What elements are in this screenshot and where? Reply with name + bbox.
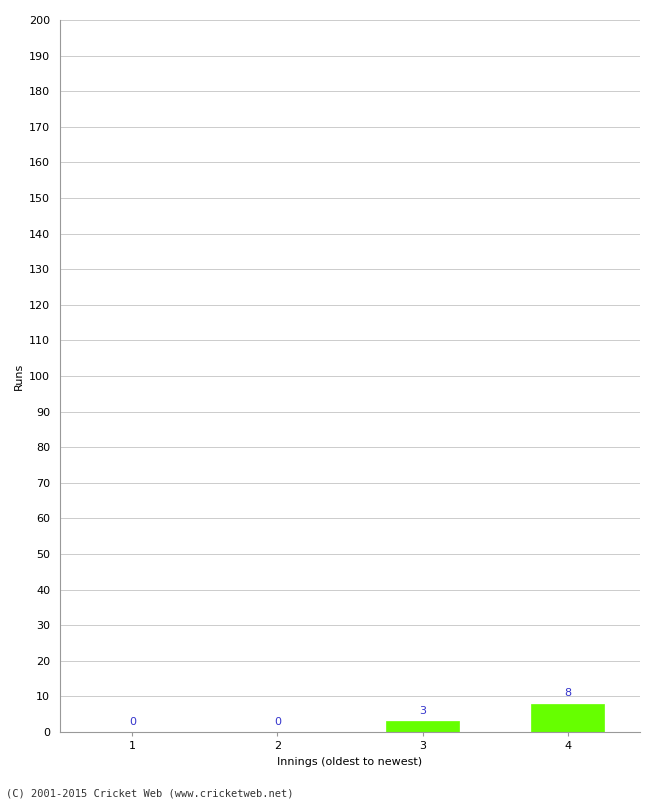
- Text: (C) 2001-2015 Cricket Web (www.cricketweb.net): (C) 2001-2015 Cricket Web (www.cricketwe…: [6, 789, 294, 798]
- Text: 3: 3: [419, 706, 426, 716]
- Text: 0: 0: [274, 717, 281, 726]
- Y-axis label: Runs: Runs: [14, 362, 23, 390]
- X-axis label: Innings (oldest to newest): Innings (oldest to newest): [278, 757, 422, 766]
- Text: 8: 8: [564, 688, 571, 698]
- Text: 0: 0: [129, 717, 136, 726]
- Bar: [386, 722, 459, 732]
- Bar: [532, 703, 604, 732]
